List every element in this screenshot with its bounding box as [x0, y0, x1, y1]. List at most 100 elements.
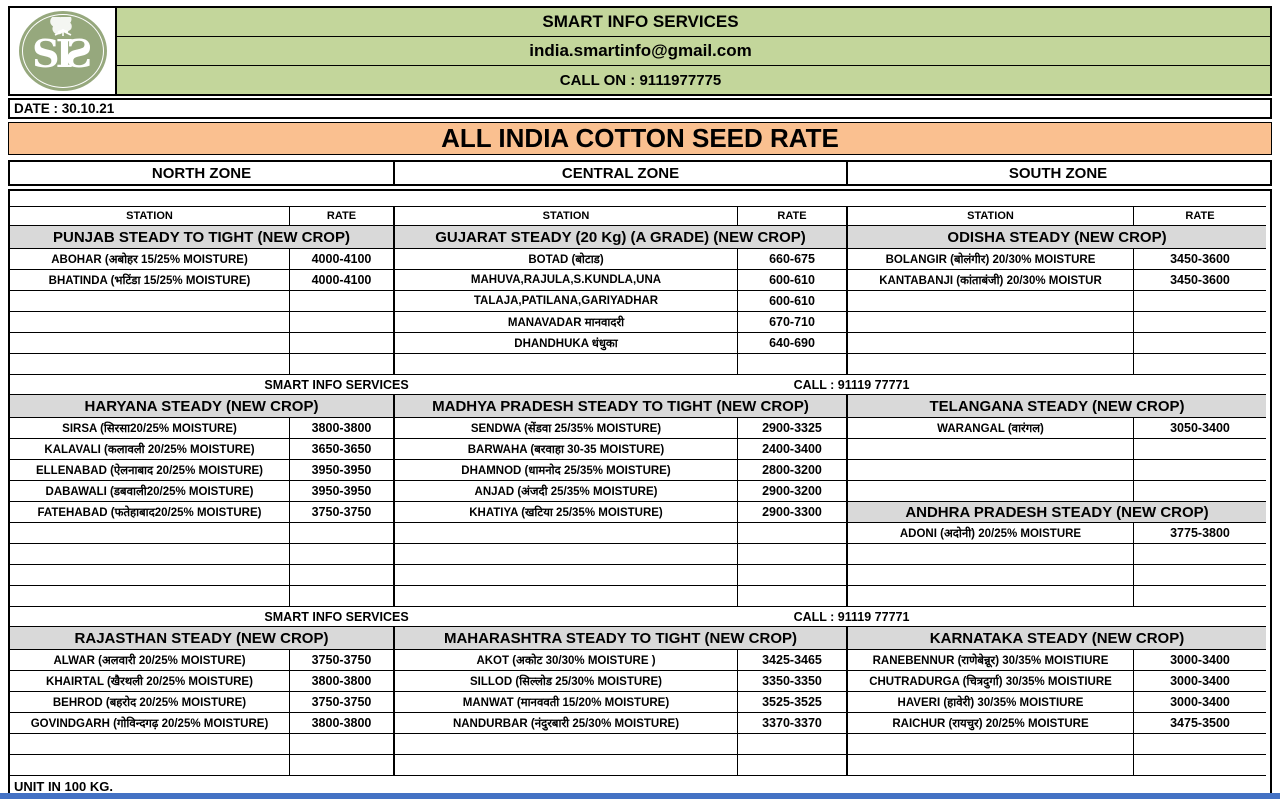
rate-cell: 670-710: [737, 312, 846, 333]
table-row: STATION RATE STATION RATE STATION RATE: [10, 207, 1270, 226]
table-row: GOVINDGARH (गोविन्दगढ़ 20/25% MOISTURE) 3…: [10, 713, 1270, 734]
empty-row: [10, 191, 1266, 207]
table-row: HARYANA STEADY (NEW CROP) MADHYA PRADESH …: [10, 395, 1270, 418]
separator-brand: SMART INFO SERVICES: [264, 377, 409, 392]
empty-cell: [1133, 755, 1266, 776]
rate-cell: 3000-3400: [1133, 650, 1266, 671]
empty-cell: [289, 586, 393, 607]
station-cell: MANAVADAR मानवादरी: [393, 312, 737, 333]
station-cell: GOVINDGARH (गोविन्दगढ़ 20/25% MOISTURE): [10, 713, 289, 734]
rate-cell: 3525-3525: [737, 692, 846, 713]
table-row: BEHROD (बहरोद 20/25% MOISTURE) 3750-3750 M…: [10, 692, 1270, 713]
rate-cell: 3750-3750: [289, 692, 393, 713]
rate-column-header: RATE: [289, 207, 393, 226]
rate-column-header: RATE: [1133, 207, 1266, 226]
rate-cell: 3750-3750: [289, 650, 393, 671]
empty-cell: [846, 291, 1133, 312]
station-cell: TALAJA,PATILANA,GARIYADHAR: [393, 291, 737, 312]
zone-header-row: NORTH ZONE CENTRAL ZONE SOUTH ZONE: [8, 160, 1272, 186]
state-section-header: ANDHRA PRADESH STEADY (NEW CROP): [846, 502, 1266, 523]
empty-cell: [10, 291, 289, 312]
empty-cell: [846, 755, 1133, 776]
empty-cell: [289, 544, 393, 565]
empty-cell: [1133, 439, 1266, 460]
rate-cell: 2900-3200: [737, 481, 846, 502]
rate-cell: 3750-3750: [289, 502, 393, 523]
rate-cell: 2900-3325: [737, 418, 846, 439]
empty-cell: [10, 312, 289, 333]
table-row: BHATINDA (भटिंडा 15/25% MOISTURE) 4000-41…: [10, 270, 1270, 291]
logo-monogram: SIS: [32, 31, 93, 76]
station-cell: KALAVALI (कलावली 20/25% MOISTURE): [10, 439, 289, 460]
empty-cell: [846, 481, 1133, 502]
empty-cell: [1133, 333, 1266, 354]
rate-cell: 3370-3370: [737, 713, 846, 734]
empty-cell: [737, 354, 846, 375]
table-row: SMART INFO SERVICES CALL : 91119 77771: [10, 607, 1270, 627]
empty-cell: [289, 734, 393, 755]
empty-cell: [10, 565, 289, 586]
empty-cell: [1133, 586, 1266, 607]
zone-central: CENTRAL ZONE: [393, 162, 846, 184]
rate-cell: 600-610: [737, 291, 846, 312]
station-cell: WARANGAL (वारंगल): [846, 418, 1133, 439]
empty-cell: [1133, 544, 1266, 565]
state-section-header: RAJASTHAN STEADY (NEW CROP): [10, 627, 393, 650]
state-section-header: MAHARASHTRA STEADY TO TIGHT (NEW CROP): [393, 627, 846, 650]
rate-cell: 3950-3950: [289, 460, 393, 481]
rate-cell: 3650-3650: [289, 439, 393, 460]
empty-cell: [737, 544, 846, 565]
empty-cell: [10, 755, 289, 776]
table-row: [10, 565, 1270, 586]
state-section-header: TELANGANA STEADY (NEW CROP): [846, 395, 1266, 418]
empty-cell: [1133, 481, 1266, 502]
station-cell: SILLOD (सिल्लोड 25/30% MOISTURE): [393, 671, 737, 692]
table-row: SMART INFO SERVICES CALL : 91119 77771: [10, 375, 1270, 395]
rate-cell: 2800-3200: [737, 460, 846, 481]
rate-cell: 3800-3800: [289, 671, 393, 692]
empty-cell: [393, 586, 737, 607]
table-row: ADONI (अदोनी) 20/25% MOISTURE 3775-3800: [10, 523, 1270, 544]
station-cell: BHATINDA (भटिंडा 15/25% MOISTURE): [10, 270, 289, 291]
table-row: FATEHABAD (फतेहाबाद20/25% MOISTURE) 3750-…: [10, 502, 1270, 523]
empty-cell: [10, 544, 289, 565]
empty-cell: [846, 544, 1133, 565]
table-row: DHANDHUKA धंधुका 640-690: [10, 333, 1270, 354]
station-cell: RANEBENNUR (राणेबेन्नूर) 30/35% MOISTIUR…: [846, 650, 1133, 671]
empty-cell: [1133, 291, 1266, 312]
rate-cell: 3050-3400: [1133, 418, 1266, 439]
rate-cell: 3350-3350: [737, 671, 846, 692]
rate-cell: 4000-4100: [289, 270, 393, 291]
station-cell: BARWAHA (बरवाहा 30-35 MOISTURE): [393, 439, 737, 460]
station-cell: DHAMNOD (धामनोद 25/35% MOISTURE): [393, 460, 737, 481]
company-phone: CALL ON : 9111977775: [117, 66, 1270, 94]
empty-cell: [289, 354, 393, 375]
empty-cell: [289, 291, 393, 312]
station-cell: CHUTRADURGA (चित्रदुर्गा) 30/35% MOISTIU…: [846, 671, 1133, 692]
table-row: MANAVADAR मानवादरी 670-710: [10, 312, 1270, 333]
table-row: [10, 354, 1270, 375]
empty-cell: [846, 312, 1133, 333]
rate-table: STATION RATE STATION RATE STATION RATE PUNJAB …: [8, 189, 1272, 799]
rate-cell: 600-610: [737, 270, 846, 291]
table-row: ALWAR (अलवारी 20/25% MOISTURE) 3750-3750 A…: [10, 650, 1270, 671]
table-row: ABOHAR (अबोहर 15/25% MOISTURE) 4000-4100 B…: [10, 249, 1270, 270]
empty-cell: [10, 523, 289, 544]
station-cell: SIRSA (सिरसा20/25% MOISTURE): [10, 418, 289, 439]
table-row: [10, 544, 1270, 565]
logo-circle: SIS: [18, 11, 107, 91]
station-cell: DABAWALI (डबवाली20/25% MOISTURE): [10, 481, 289, 502]
rate-cell: 640-690: [737, 333, 846, 354]
station-cell: BOLANGIR (बोलंगीर) 20/30% MOISTURE: [846, 249, 1133, 270]
zone-south: SOUTH ZONE: [846, 162, 1268, 184]
station-column-header: STATION: [393, 207, 737, 226]
company-name: SMART INFO SERVICES: [117, 8, 1270, 37]
zone-north: NORTH ZONE: [10, 162, 393, 184]
station-cell: RAICHUR (रायचुर) 20/25% MOISTURE: [846, 713, 1133, 734]
station-cell: MAHUVA,RAJULA,S.KUNDLA,UNA: [393, 270, 737, 291]
date-label: DATE : 30.10.21: [8, 98, 1272, 119]
state-section-header: ODISHA STEADY (NEW CROP): [846, 226, 1266, 249]
table-row: [10, 734, 1270, 755]
separator-brand: SMART INFO SERVICES: [264, 609, 409, 624]
company-email: india.smartinfo@gmail.com: [117, 37, 1270, 66]
